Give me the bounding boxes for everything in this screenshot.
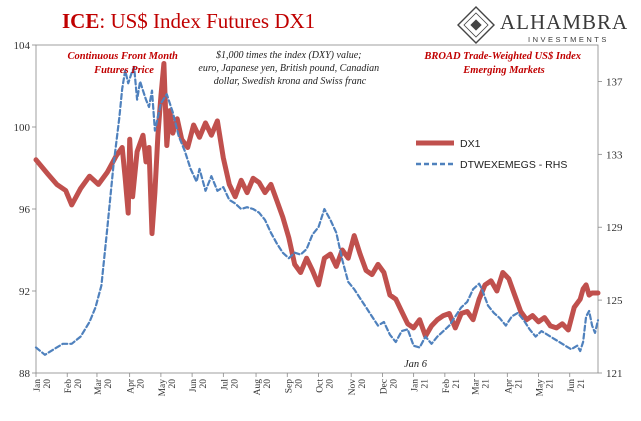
x-tick-year: 20 <box>104 379 114 389</box>
x-tick-month: Feb <box>64 379 74 394</box>
note-middle-line-1: $1,000 times the index (DXY) value; <box>216 50 362 61</box>
note-right-line-1: BROAD Trade-Weighted US$ Index <box>423 51 581 62</box>
x-tick-year: 20 <box>168 379 178 389</box>
x-tick-label: Aug20 <box>253 379 273 396</box>
y-left-tick-label: 96 <box>19 204 31 216</box>
y-right-tick-label: 121 <box>606 368 623 380</box>
x-tick-label: Apr21 <box>504 378 524 394</box>
x-tick-label: Sep20 <box>284 379 304 394</box>
x-tick-month: Jun <box>189 379 199 392</box>
x-tick-month: Mar <box>94 378 104 395</box>
x-tick-month: Dec <box>379 379 389 394</box>
x-tick-label: May21 <box>536 379 556 397</box>
alhambra-diamond-logo-icon <box>457 6 495 44</box>
x-tick-label: Jan21 <box>411 379 431 392</box>
x-tick-year: 20 <box>230 379 240 389</box>
x-tick-month: Jan <box>33 379 43 392</box>
x-tick-label: Mar21 <box>472 378 492 395</box>
x-tick-label: Jun20 <box>189 379 209 392</box>
x-tick-month: Jun <box>567 379 577 392</box>
legend: DX1 DTWEXEMEGS - RHS <box>416 138 567 171</box>
annotation-jan6: Jan 6 <box>404 359 428 370</box>
series-line-dx1 <box>33 61 601 339</box>
x-tick-label: Jun21 <box>567 379 587 392</box>
y-left-tick-label: 92 <box>19 286 30 298</box>
note-middle-line-2: euro, Japanese yen, British pound, Canad… <box>198 63 379 74</box>
x-tick-label: Feb21 <box>442 379 462 394</box>
note-left-line-1: Continuous Front Month <box>68 51 178 62</box>
x-tick-month: Aug <box>253 379 263 396</box>
series-line-em <box>34 65 600 356</box>
x-tick-year: 21 <box>452 379 462 389</box>
x-tick-year: 20 <box>137 379 147 389</box>
brand-sub: INVESTMENTS <box>528 35 609 44</box>
note-middle-line-3: dollar, Swedish krona and Swiss franc <box>214 76 367 87</box>
y-axis-right: 121 125 129 133 137 <box>598 76 623 380</box>
x-tick-year: 20 <box>325 379 335 389</box>
note-left: Continuous Front Month Futures Price <box>68 51 181 76</box>
y-right-tick-label: 129 <box>606 222 623 234</box>
x-tick-year: 21 <box>546 379 556 389</box>
note-right-line-2: Emerging Markets <box>462 65 544 76</box>
chart-title: ICE: US$ Index Futures DX1 <box>62 9 315 33</box>
x-tick-month: May <box>536 379 546 397</box>
x-tick-year: 21 <box>514 379 524 389</box>
x-tick-label: Apr20 <box>127 378 147 394</box>
x-tick-label: Oct20 <box>315 379 335 393</box>
note-right: BROAD Trade-Weighted US$ Index Emerging … <box>423 51 583 76</box>
brand-name: ALHAMBRA <box>500 10 628 34</box>
x-tick-year: 20 <box>389 379 399 389</box>
x-tick-month: Mar <box>472 378 482 395</box>
x-tick-month: Feb <box>442 379 452 394</box>
x-tick-label: Mar20 <box>94 378 114 395</box>
y-left-tick-label: 100 <box>14 122 31 134</box>
x-tick-year: 20 <box>74 379 84 389</box>
x-tick-year: 20 <box>358 379 368 389</box>
x-tick-month: Nov <box>348 379 358 396</box>
x-tick-year: 20 <box>199 379 209 389</box>
x-tick-month: Apr <box>504 378 514 394</box>
chart-title-rest: : US$ Index Futures DX1 <box>99 9 315 33</box>
y-axis-left: 88 92 96 100 104 <box>14 40 36 380</box>
x-tick-label: Jul20 <box>220 379 240 390</box>
y-right-tick-label: 133 <box>606 149 623 161</box>
y-right-tick-label: 137 <box>606 76 623 88</box>
note-left-line-2: Futures Price <box>93 65 154 76</box>
x-tick-month: Jan <box>411 379 421 392</box>
x-tick-year: 20 <box>294 379 304 389</box>
x-tick-label: Dec20 <box>379 379 399 395</box>
x-tick-label: May20 <box>158 379 178 397</box>
chart-title-ice: ICE <box>62 9 99 33</box>
y-left-tick-label: 88 <box>19 368 31 380</box>
x-axis: Jan20 Feb20 Mar20 Apr20 May20 Jun20 Jul20 Aug20… <box>33 373 587 396</box>
x-tick-month: Apr <box>127 378 137 394</box>
y-right-tick-label: 125 <box>606 295 623 307</box>
legend-label-dx1: DX1 <box>460 138 481 150</box>
x-tick-label: Nov20 <box>348 379 368 396</box>
x-tick-month: Sep <box>284 379 294 394</box>
x-tick-month: May <box>158 379 168 397</box>
x-tick-year: 20 <box>43 379 53 389</box>
y-left-tick-label: 104 <box>14 40 31 52</box>
x-tick-month: Jul <box>220 379 230 390</box>
x-tick-label: Jan20 <box>33 379 53 392</box>
x-tick-year: 20 <box>263 379 273 389</box>
legend-label-em: DTWEXEMEGS - RHS <box>460 159 567 171</box>
x-tick-year: 21 <box>482 379 492 389</box>
x-tick-year: 21 <box>421 379 431 389</box>
x-tick-year: 21 <box>577 379 587 389</box>
x-tick-month: Oct <box>315 379 325 393</box>
plot-frame <box>35 44 599 374</box>
series-layer <box>33 61 601 356</box>
x-tick-label: Feb20 <box>64 379 84 394</box>
note-middle: $1,000 times the index (DXY) value; euro… <box>198 50 381 87</box>
